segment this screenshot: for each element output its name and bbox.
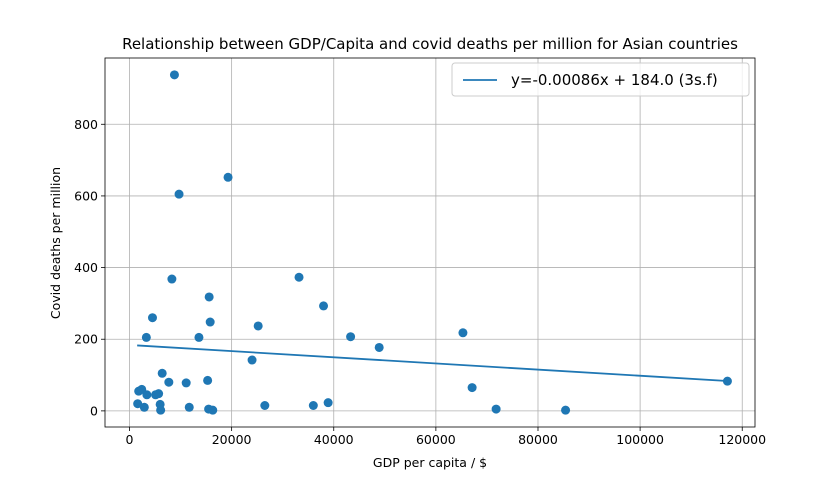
scatter-point [184,402,194,412]
scatter-point [253,321,263,331]
scatter-point [181,378,191,388]
y-tick-label: 600 [74,188,98,203]
fit-line-group [137,344,728,382]
scatter-point [491,404,501,414]
y-tick-label: 400 [74,260,98,275]
scatter-point [156,405,166,415]
legend-label: y=-0.00086x + 184.0 (3s.f) [511,71,718,89]
legend: y=-0.00086x + 184.0 (3s.f) [451,62,750,97]
fit-line [137,344,728,382]
scatter-point [147,313,157,323]
scatter-point [154,389,164,399]
scatter-point [319,301,329,311]
scatter-point [323,398,333,408]
scatter-point [308,401,318,411]
scatter-point [467,383,477,393]
scatter-point [208,405,218,415]
scatter-point [141,332,151,342]
y-tick-label: 0 [90,403,98,418]
y-axis-label: Covid deaths per million [48,167,63,319]
scatter-point [346,332,356,342]
scatter-point [722,376,732,386]
x-tick-label: 80000 [518,432,558,447]
chart-title: Relationship between GDP/Capita and covi… [122,35,738,53]
x-axis-label: GDP per capita / $ [373,455,487,470]
scatter-point [561,405,571,415]
scatter-point [164,377,174,387]
x-tick-label: 40000 [314,432,354,447]
scatter-point [142,390,152,400]
scatter-point [260,401,270,411]
x-tick-label: 20000 [212,432,252,447]
x-axis-ticks: 0 20000 40000 60000 80000 100000 120000 [126,427,766,447]
scatter-point [167,274,177,284]
scatter-point [223,172,233,182]
x-tick-label: 0 [126,432,134,447]
scatter-point [294,272,304,282]
y-axis-ticks: 0 200 400 600 800 [74,117,105,418]
scatter-point [169,70,179,80]
scatter-point [203,375,213,385]
scatter-points [133,70,732,415]
scatter-point [139,402,149,412]
scatter-point [157,368,167,378]
legend-box [451,62,750,97]
scatter-point [194,332,204,342]
scatter-point [458,328,468,338]
x-tick-label: 120000 [718,432,766,447]
scatter-point [205,317,215,327]
plot-frame [104,57,756,428]
scatter-point [174,189,184,199]
scatter-point [247,355,257,365]
y-tick-label: 200 [74,332,98,347]
y-tick-label: 800 [74,117,98,132]
x-tick-label: 100000 [616,432,664,447]
scatter-point [133,399,143,409]
scatter-point [374,342,384,352]
scatter-point [204,292,214,302]
x-tick-label: 60000 [416,432,456,447]
